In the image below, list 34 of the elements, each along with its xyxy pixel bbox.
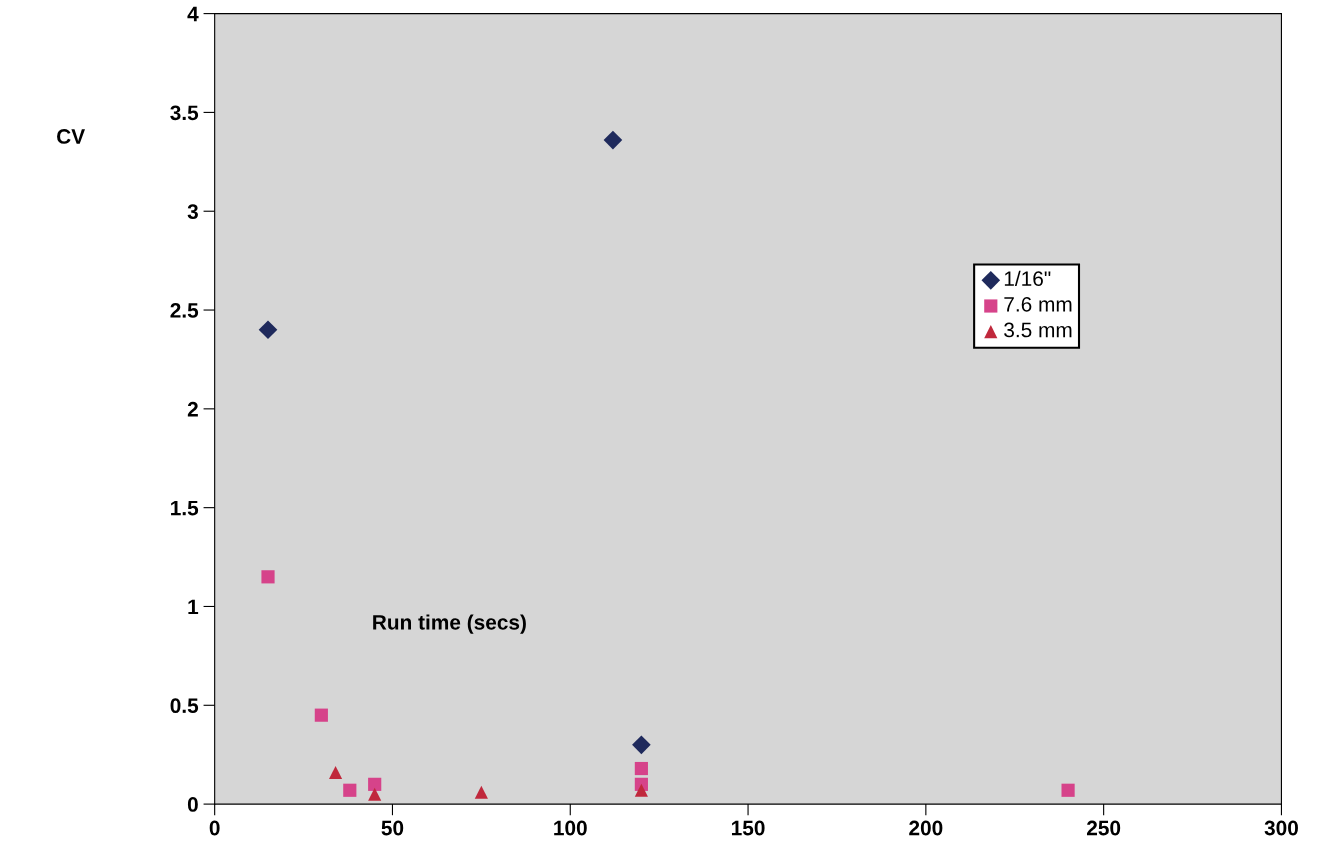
y-tick-label: 2.5 bbox=[170, 303, 199, 318]
point bbox=[258, 320, 278, 340]
y-tick-label: 2 bbox=[187, 401, 198, 417]
x-tick-label: 50 bbox=[381, 820, 404, 836]
point bbox=[634, 783, 648, 797]
point bbox=[328, 765, 343, 780]
x-tick-label: 250 bbox=[1086, 820, 1121, 836]
x-tick-label: 100 bbox=[554, 820, 587, 836]
y-tick-label: 1 bbox=[188, 599, 199, 615]
x-tick-label: 0 bbox=[209, 820, 220, 836]
x-tick-label: 200 bbox=[909, 820, 943, 836]
x-tick-label: 300 bbox=[1264, 820, 1298, 836]
y-tick-label: 0.5 bbox=[170, 698, 199, 714]
y-axis-title: CV bbox=[57, 129, 85, 144]
legend-label: 1/16" bbox=[1004, 270, 1051, 287]
x-tick-label: 150 bbox=[731, 820, 765, 836]
point bbox=[368, 787, 382, 801]
x-axis-title: Run time (secs) bbox=[373, 614, 526, 634]
y-tick-label: 3.5 bbox=[170, 105, 199, 121]
point bbox=[343, 783, 357, 797]
y-tick-label: 1.5 bbox=[171, 500, 199, 516]
point bbox=[474, 785, 488, 799]
point bbox=[634, 761, 648, 776]
y-tick-label: 4 bbox=[187, 6, 199, 22]
point bbox=[1061, 783, 1075, 797]
point bbox=[632, 735, 651, 755]
point bbox=[603, 130, 623, 150]
point bbox=[314, 708, 328, 722]
legend-label: 7.6 mm bbox=[1004, 296, 1072, 312]
y-tick-label: 3 bbox=[187, 204, 198, 220]
y-tick-label: 0 bbox=[187, 797, 198, 812]
point bbox=[368, 777, 382, 791]
point bbox=[261, 570, 275, 584]
legend-label: 3.5 mm bbox=[1004, 322, 1072, 338]
